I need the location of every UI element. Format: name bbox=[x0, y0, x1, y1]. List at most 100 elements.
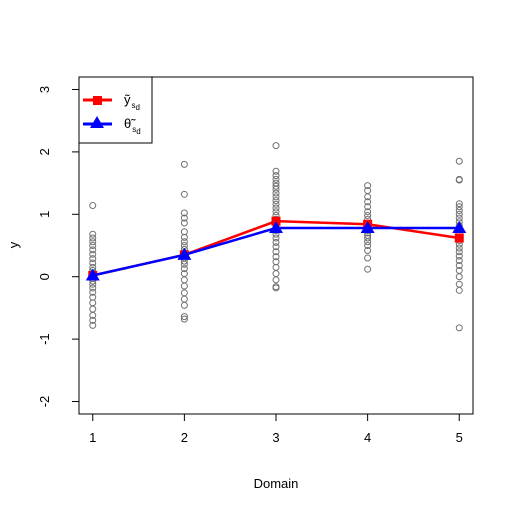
observation-point-domain-2-0 bbox=[180, 160, 188, 168]
series-0-marker-4 bbox=[454, 233, 464, 243]
observation-point-domain-5-4 bbox=[455, 203, 463, 211]
observation-point-domain-3-23 bbox=[272, 253, 280, 261]
observation-point-domain-4-18 bbox=[364, 254, 372, 262]
observation-point-domain-1-6 bbox=[89, 250, 97, 258]
observation-point-domain-5-16 bbox=[455, 248, 463, 256]
y-tick-label-0: -2 bbox=[37, 396, 52, 408]
observation-point-domain-2-1 bbox=[180, 190, 188, 198]
observation-point-domain-2-6 bbox=[180, 233, 188, 241]
observation-point-domain-1-5 bbox=[89, 246, 97, 254]
observation-point-domain-3-19 bbox=[272, 234, 280, 242]
legend-label-theta-tilde-subsub: d bbox=[136, 127, 140, 136]
legend: ỹsd θ̃sd bbox=[78, 76, 153, 144]
observation-point-domain-2-22 bbox=[180, 313, 188, 321]
observation-point-domain-4-6 bbox=[364, 212, 372, 220]
observation-point-domain-2-14 bbox=[180, 260, 188, 268]
observation-point-domain-5-0 bbox=[455, 157, 463, 165]
x-tick-label-3: 4 bbox=[364, 430, 371, 445]
observation-point-domain-1-2 bbox=[89, 234, 97, 242]
observation-point-domain-2-2 bbox=[180, 209, 188, 217]
legend-marker-y-tilde bbox=[93, 96, 102, 105]
legend-label-y-tilde-sub: s bbox=[132, 101, 136, 110]
x-axis: 1 2 3 4 5 bbox=[89, 413, 463, 445]
observation-point-domain-2-23 bbox=[180, 315, 188, 323]
observation-point-domain-3-27 bbox=[272, 276, 280, 284]
observation-point-domain-3-1 bbox=[272, 167, 280, 175]
observation-point-domain-5-6 bbox=[455, 210, 463, 218]
observation-point-domain-2-4 bbox=[180, 219, 188, 227]
observation-point-domain-3-20 bbox=[272, 238, 280, 246]
observation-point-domain-3-29 bbox=[272, 284, 280, 292]
x-axis-title: Domain bbox=[254, 476, 299, 491]
observation-point-domain-4-4 bbox=[364, 203, 372, 211]
legend-label-y-tilde-main: ỹ bbox=[124, 92, 131, 107]
observation-point-domain-1-16 bbox=[89, 280, 97, 288]
observation-point-domain-3-12 bbox=[272, 208, 280, 216]
observation-point-domain-2-7 bbox=[180, 238, 188, 246]
observation-point-domain-4-3 bbox=[364, 198, 372, 206]
observation-point-domain-4-16 bbox=[364, 242, 372, 249]
observation-point-domain-3-6 bbox=[272, 185, 280, 193]
observation-point-domain-5-3 bbox=[455, 200, 463, 208]
observation-point-domain-5-15 bbox=[455, 244, 463, 252]
observation-point-domain-5-23 bbox=[455, 286, 463, 294]
observation-point-domain-1-1 bbox=[89, 230, 97, 238]
observation-point-domain-3-0 bbox=[272, 142, 280, 150]
observation-point-domain-1-18 bbox=[89, 288, 97, 296]
observation-point-domain-5-21 bbox=[455, 273, 463, 281]
legend-marker-theta-tilde bbox=[90, 116, 104, 128]
observation-point-domain-5-18 bbox=[455, 256, 463, 264]
x-tick-label-2: 3 bbox=[272, 430, 279, 445]
y-tick-label-5: 3 bbox=[37, 86, 52, 93]
y-axis-title: y bbox=[6, 241, 21, 248]
observation-point-domain-4-14 bbox=[364, 234, 372, 242]
observation-point-domain-1-17 bbox=[89, 284, 97, 292]
series-1-marker-0 bbox=[85, 268, 100, 281]
x-tick-label-1: 2 bbox=[181, 430, 188, 445]
observation-point-domain-2-18 bbox=[180, 282, 188, 290]
observation-point-domain-3-5 bbox=[272, 182, 280, 190]
observation-point-domain-1-24 bbox=[89, 321, 97, 329]
legend-label-y-tilde: ỹsd bbox=[124, 92, 140, 112]
observation-point-domain-1-7 bbox=[89, 255, 97, 263]
legend-box bbox=[78, 76, 153, 144]
observation-point-domain-5-17 bbox=[455, 252, 463, 260]
observation-point-domain-4-17 bbox=[364, 246, 372, 254]
series-1-marker-2 bbox=[269, 221, 283, 234]
observation-point-domain-3-2 bbox=[272, 172, 280, 180]
observation-point-domain-3-22 bbox=[272, 248, 280, 256]
observation-point-domain-3-11 bbox=[272, 204, 280, 212]
observation-point-domain-3-3 bbox=[272, 175, 280, 183]
x-tick-label-4: 5 bbox=[456, 430, 463, 445]
observation-point-domain-2-3 bbox=[180, 214, 188, 222]
observation-point-domain-3-21 bbox=[272, 243, 280, 251]
observation-point-domain-3-9 bbox=[272, 197, 280, 205]
observation-point-domain-1-22 bbox=[89, 311, 97, 319]
observation-point-domain-4-0 bbox=[364, 182, 372, 190]
observation-point-domain-3-8 bbox=[272, 193, 280, 201]
y-tick-label-4: 2 bbox=[37, 148, 52, 155]
legend-label-theta-tilde-sub: s bbox=[132, 125, 136, 134]
observation-point-domain-5-2 bbox=[455, 176, 463, 184]
series-1-marker-4 bbox=[452, 221, 467, 234]
y-tick-label-3: 1 bbox=[37, 211, 52, 218]
observation-point-domain-2-15 bbox=[180, 265, 188, 273]
observation-point-domain-1-3 bbox=[89, 238, 97, 246]
observation-point-domain-3-7 bbox=[272, 189, 280, 197]
y-tick-label-2: 0 bbox=[37, 273, 52, 280]
x-tick-label-0: 1 bbox=[89, 430, 96, 445]
observation-point-domain-5-24 bbox=[455, 324, 463, 332]
legend-label-y-tilde-subsub: d bbox=[136, 103, 140, 112]
series-lines bbox=[85, 216, 467, 281]
series-1-marker-1 bbox=[177, 247, 192, 260]
observation-point-domain-1-4 bbox=[89, 242, 97, 249]
observation-point-domain-5-19 bbox=[455, 261, 463, 269]
observation-point-domain-2-21 bbox=[180, 301, 188, 309]
observation-point-domain-1-8 bbox=[89, 259, 97, 267]
observation-point-domain-3-10 bbox=[272, 200, 280, 208]
observation-point-domain-4-15 bbox=[364, 238, 372, 246]
observation-point-domain-4-2 bbox=[364, 193, 372, 201]
series-1-marker-3 bbox=[360, 221, 375, 234]
y-tick-label-1: -1 bbox=[37, 333, 52, 345]
